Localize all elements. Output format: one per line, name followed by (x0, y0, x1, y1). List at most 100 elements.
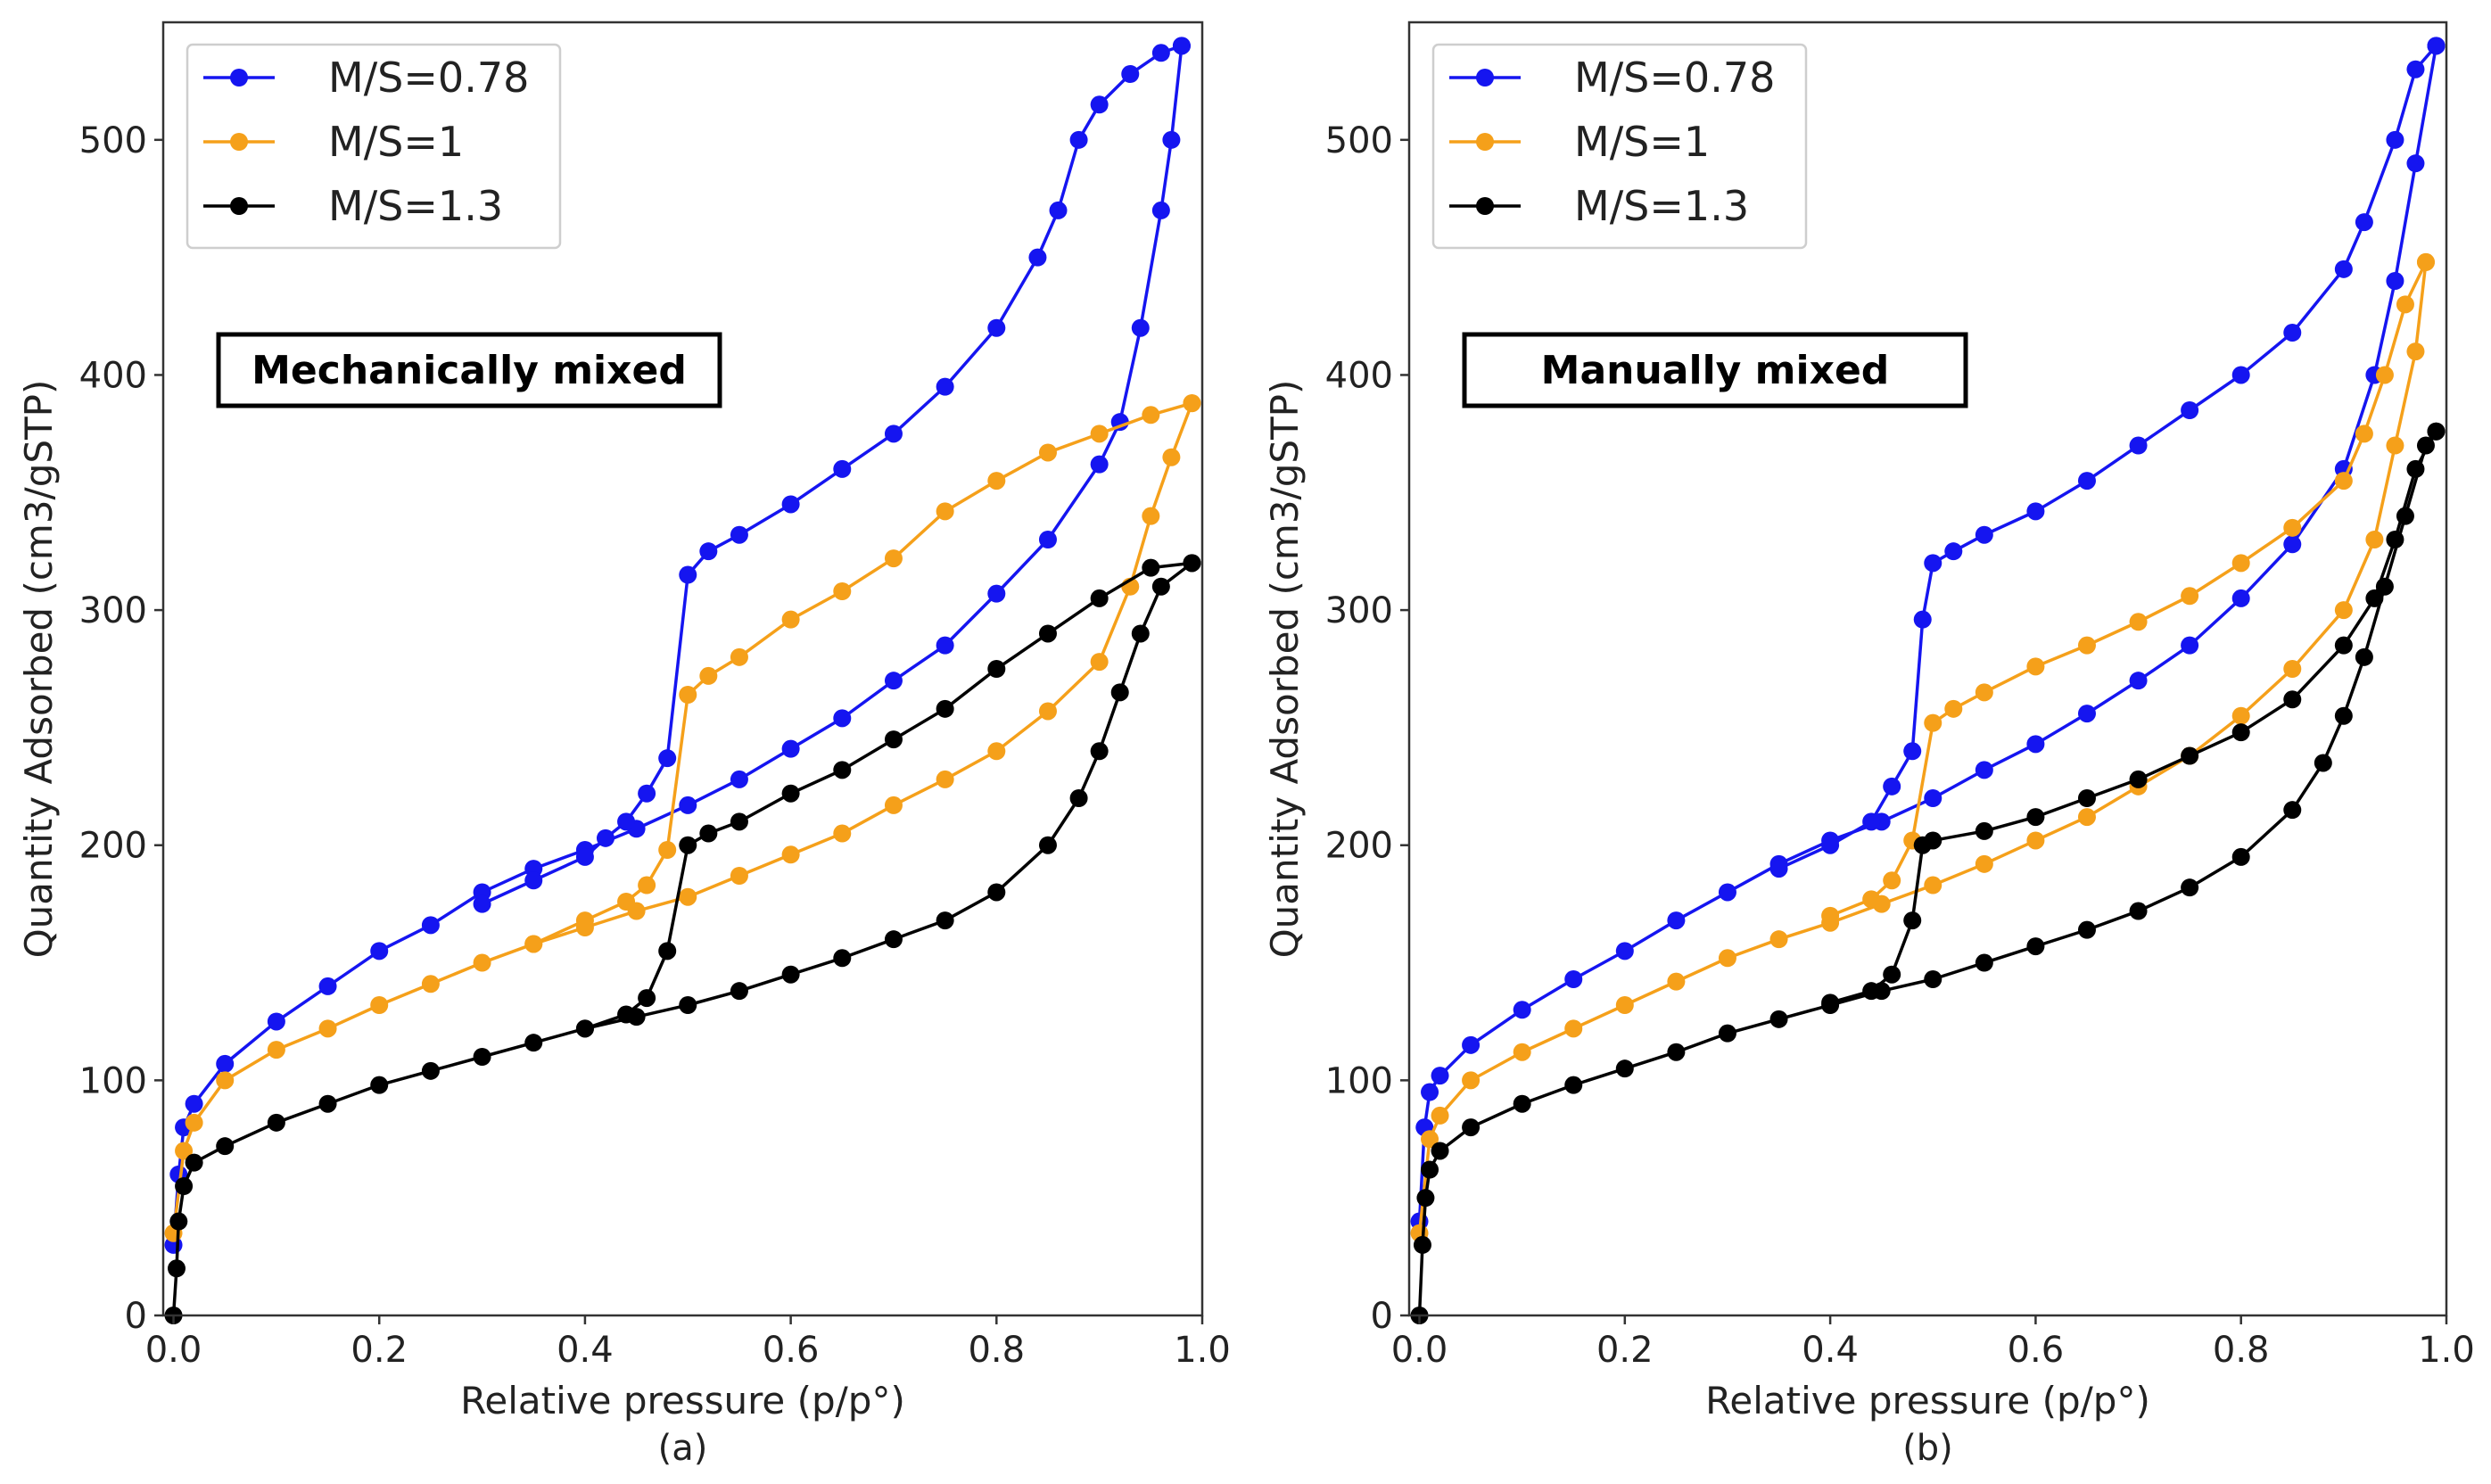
panel-label: (b) (1902, 1428, 1953, 1469)
data-point (781, 610, 800, 629)
data-point (1142, 558, 1160, 577)
data-point (1090, 742, 1109, 761)
data-point (1821, 906, 1840, 925)
data-point (1162, 130, 1181, 149)
y-tick-label: 400 (79, 355, 147, 396)
data-point (2026, 808, 2045, 827)
data-point (833, 949, 852, 968)
data-point (2283, 801, 2302, 820)
data-point (936, 636, 954, 655)
data-point (2129, 902, 2148, 920)
data-point (185, 1094, 203, 1113)
data-point (2396, 295, 2414, 314)
data-point (421, 1061, 440, 1080)
data-point (1944, 542, 1963, 561)
data-point (2334, 601, 2353, 620)
data-point (833, 761, 852, 779)
data-point (884, 730, 903, 749)
data-point (2427, 37, 2446, 55)
data-point (781, 495, 800, 514)
data-point (2077, 636, 2096, 655)
data-point (936, 911, 954, 930)
data-point (2334, 472, 2353, 491)
data-point (1431, 1142, 1449, 1160)
data-point (1975, 854, 1993, 873)
legend-label: M/S=0.78 (1574, 54, 1775, 102)
y-tick-label: 0 (1371, 1296, 1393, 1337)
data-point (370, 996, 389, 1014)
legend-marker (230, 69, 248, 87)
data-point (1513, 1043, 1531, 1061)
data-point (2026, 831, 2045, 850)
data-point (1090, 589, 1109, 607)
data-point (1416, 1189, 1435, 1208)
data-point (216, 1137, 235, 1156)
data-point (2314, 754, 2332, 772)
data-point (2406, 154, 2425, 173)
data-point (730, 812, 748, 831)
data-point (1151, 201, 1170, 219)
data-point (2231, 589, 2250, 607)
data-point (1038, 531, 1057, 548)
x-tick-label: 0.0 (145, 1330, 202, 1371)
data-point (1975, 525, 1993, 544)
data-point (2283, 518, 2302, 537)
data-point (473, 895, 491, 913)
data-point (781, 845, 800, 864)
data-point (2129, 770, 2148, 788)
data-point (1431, 1067, 1449, 1085)
y-axis-label: Quantity Adsorbed (cm3/gSTP) (17, 380, 61, 959)
data-point (1975, 821, 1993, 840)
data-point (2386, 272, 2404, 290)
data-point (2283, 535, 2302, 554)
data-point (1564, 970, 1583, 988)
data-point (1162, 448, 1181, 466)
data-point (638, 876, 656, 895)
plot-frame (161, 21, 1204, 1317)
data-point (1615, 1059, 1634, 1078)
data-point (987, 584, 1006, 603)
data-point (1090, 653, 1109, 672)
series-line-2-desorption (584, 561, 1192, 1031)
data-point (1090, 95, 1109, 114)
y-tick-label: 500 (1325, 120, 1393, 161)
data-point (617, 1005, 636, 1024)
data-point (1564, 1019, 1583, 1038)
data-point (617, 812, 636, 831)
data-point (987, 472, 1006, 491)
data-point (1944, 699, 1963, 718)
data-point (1975, 683, 1993, 702)
data-point (1903, 911, 1922, 930)
data-point (1038, 702, 1057, 721)
data-point (2334, 260, 2353, 278)
data-point (1667, 972, 1686, 991)
panel-label: (a) (658, 1428, 708, 1469)
data-point (524, 935, 543, 953)
data-point (2406, 459, 2425, 478)
data-point (2077, 789, 2096, 807)
data-point (2026, 502, 2045, 521)
annotation-box (216, 332, 722, 408)
data-point (730, 867, 748, 885)
data-point (1924, 713, 1942, 732)
data-point (1069, 789, 1088, 807)
data-point (2129, 613, 2148, 631)
data-point (2026, 735, 2045, 754)
data-point (1513, 1094, 1531, 1113)
x-tick-label: 1.0 (1174, 1330, 1231, 1371)
data-point (2077, 920, 2096, 939)
data-point (679, 686, 697, 704)
x-tick-label: 0.6 (763, 1330, 820, 1371)
data-point (781, 739, 800, 758)
annotation-text: Manually mixed (1541, 348, 1890, 393)
series-line-1-desorption (532, 401, 1192, 946)
data-point (884, 549, 903, 568)
data-point (1090, 455, 1109, 474)
data-point (318, 1019, 337, 1038)
plot-frame (1407, 21, 2448, 1317)
data-point (2355, 425, 2373, 443)
data-point (1615, 942, 1634, 960)
data-point (1769, 930, 1788, 949)
data-point (1718, 1024, 1736, 1043)
data-point (167, 1259, 186, 1278)
